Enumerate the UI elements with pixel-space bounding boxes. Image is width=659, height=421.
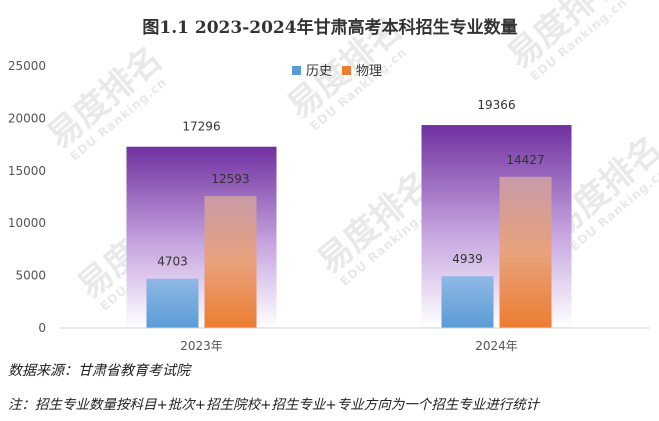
bar-history [146, 278, 199, 328]
x-axis: 2023年 2024年 [60, 327, 650, 353]
y-tick-label: 25000 [8, 59, 46, 73]
y-tick-label: 0 [38, 321, 46, 335]
legend-swatch-history [292, 66, 301, 75]
y-tick-label: 20000 [8, 111, 46, 125]
bar-physics [499, 176, 552, 328]
data-label-physics: 12593 [211, 172, 249, 186]
legend-label-history: 历史 [306, 64, 332, 79]
data-label-history: 4939 [452, 252, 483, 266]
y-axis: 0 5000 10000 15000 20000 25000 [8, 59, 46, 335]
x-tick-label: 2024年 [475, 339, 518, 353]
chart-title: 图1.1 2023-2024年甘肃高考本科招生专业数量 [142, 17, 517, 38]
legend-swatch-physics [342, 66, 351, 75]
data-label-history: 4703 [157, 255, 188, 269]
bars: 17296 4703 12593 19366 4939 14427 [126, 98, 572, 329]
data-label-physics: 14427 [506, 153, 544, 167]
data-source-note: 数据来源：甘肃省教育考试院 [8, 363, 190, 379]
y-tick-label: 5000 [15, 269, 46, 283]
bar-physics [204, 196, 257, 328]
y-tick-label: 10000 [8, 216, 46, 230]
footnote: 注：招生专业数量按科目+批次+招生院校+招生专业+专业方向为一个招生专业进行统计 [8, 397, 540, 413]
legend: 历史 物理 [292, 64, 382, 79]
legend-label-physics: 物理 [356, 64, 382, 79]
data-label-total: 19366 [477, 98, 515, 112]
data-label-total: 17296 [182, 120, 220, 134]
x-tick-label: 2023年 [180, 339, 223, 353]
bar-history [441, 276, 494, 328]
y-tick-label: 15000 [8, 164, 46, 178]
